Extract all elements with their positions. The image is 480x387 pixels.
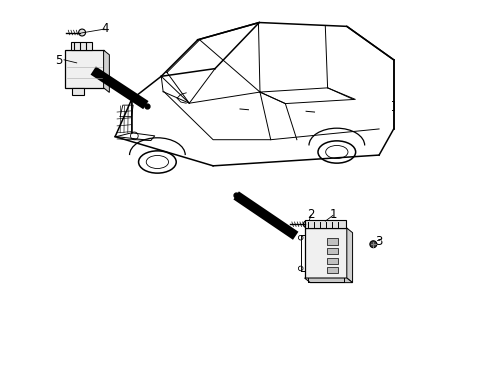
Circle shape	[370, 241, 377, 248]
Text: 4: 4	[101, 22, 108, 35]
Polygon shape	[104, 50, 109, 92]
Text: 1: 1	[329, 208, 337, 221]
FancyBboxPatch shape	[71, 42, 92, 50]
Circle shape	[299, 235, 303, 240]
Text: 2: 2	[307, 208, 315, 221]
FancyBboxPatch shape	[305, 220, 346, 228]
FancyBboxPatch shape	[327, 258, 338, 264]
Circle shape	[79, 29, 85, 36]
Text: 5: 5	[55, 55, 62, 67]
Polygon shape	[347, 228, 353, 283]
Circle shape	[299, 266, 303, 271]
FancyBboxPatch shape	[327, 267, 338, 274]
Circle shape	[303, 221, 310, 228]
Polygon shape	[304, 278, 353, 283]
FancyBboxPatch shape	[304, 228, 347, 278]
Text: 3: 3	[375, 235, 383, 248]
FancyBboxPatch shape	[327, 238, 338, 245]
FancyBboxPatch shape	[65, 50, 104, 88]
FancyBboxPatch shape	[327, 248, 338, 254]
FancyBboxPatch shape	[72, 88, 84, 95]
